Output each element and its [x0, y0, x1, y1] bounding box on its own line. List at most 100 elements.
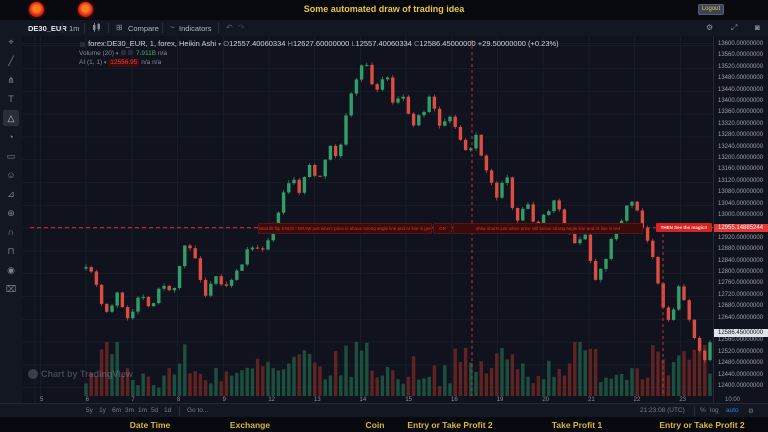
price-tick-label: 13320.00000000: [718, 120, 764, 127]
toolbar-separator: [108, 23, 109, 33]
annotation-segment-1[interactable]: Wait till flip ENDS ! DRAW just when: pr…: [258, 223, 432, 234]
price-tick-label: 13160.00000000: [718, 166, 764, 173]
text-tool-icon[interactable]: T: [8, 94, 14, 104]
time-tick-label: 7: [131, 397, 135, 403]
legend-collapse-icon[interactable]: [80, 41, 85, 47]
range-button-3m[interactable]: 3m: [125, 407, 135, 414]
ohlc-o-value: 12557.40060334: [229, 39, 286, 48]
price-tick-label: 12640.00000000: [718, 314, 764, 321]
range-button-5d[interactable]: 5d: [151, 407, 159, 414]
range-button-1m[interactable]: 1m: [138, 407, 148, 414]
axis-settings-gear-icon[interactable]: ⚙: [748, 408, 754, 415]
measure-tool-icon[interactable]: ⊿: [7, 189, 15, 199]
price-tick-label: 13000.00000000: [718, 212, 764, 218]
shapes-tool-icon[interactable]: ▭: [6, 151, 16, 161]
annotation-segment-4[interactable]: THEN See the magic!!: [656, 223, 712, 232]
pattern-tool-icon[interactable]: △: [3, 110, 19, 126]
footer-label-5: Take Profit 1: [551, 420, 603, 430]
time-tick-label: 15: [405, 397, 413, 403]
range-button-1d[interactable]: 1d: [164, 407, 172, 414]
toolbar-separator: [218, 23, 219, 33]
range-button-5y[interactable]: 5y: [86, 407, 93, 414]
trash-tool-icon[interactable]: ⌧: [5, 284, 17, 294]
zoom-tool-icon[interactable]: ⊕: [7, 208, 15, 218]
compare-icon: ⊞: [116, 23, 123, 32]
price-tick-label: 12920.00000000: [718, 234, 764, 241]
toolbar-separator: [84, 23, 85, 33]
auto-scale-button[interactable]: auto: [726, 407, 739, 414]
annotation-segment-3[interactable]: draw shorts just when price still below …: [453, 223, 643, 234]
tradingview-watermark: Chart by TradingView: [28, 369, 133, 379]
price-tick-label: 13440.00000000: [718, 86, 764, 93]
volume-label[interactable]: Volume (20): [79, 49, 115, 57]
emoji-tool-icon[interactable]: ☺: [6, 170, 16, 180]
top-app-bar: Some automated draw of trading idea Logo…: [0, 0, 768, 20]
annotation-segment-2[interactable]: OR: [433, 223, 452, 234]
ai-na-2: n/a: [152, 59, 162, 66]
range-button-1y[interactable]: 1y: [99, 407, 106, 414]
price-tick-label: 12480.00000000: [718, 360, 764, 367]
price-tick-label: 13360.00000000: [718, 109, 764, 116]
price-tick-label: 12720.00000000: [718, 291, 764, 298]
price-axis[interactable]: 13600.00000000 13560.00000000 13520.000000…: [713, 36, 768, 403]
volume-eye-icon[interactable]: [121, 50, 127, 56]
range-button-6m[interactable]: 6m: [112, 407, 122, 414]
price-tick-label: 12560.00000000: [718, 337, 764, 344]
price-tick-label: 13200.00000000: [718, 155, 764, 161]
ohlc-c-label: C: [413, 39, 420, 48]
toolbar-separator: [694, 406, 695, 416]
chevron-down-icon: ▾: [218, 42, 222, 48]
symbol-button[interactable]: DE30_EUR: [28, 24, 67, 33]
chevron-down-icon: ▾: [115, 50, 119, 57]
price-tick-label: 13280.00000000: [718, 132, 764, 139]
ohlc-l-label: L: [351, 39, 356, 48]
ai-label[interactable]: AI (1, 1): [79, 59, 103, 66]
price-tick-label: 13600.00000000: [718, 41, 764, 47]
crosshair-tool-icon[interactable]: ⌖: [8, 37, 14, 47]
magnet-tool-icon[interactable]: ∩: [7, 227, 15, 237]
log-scale-button[interactable]: log: [710, 407, 719, 414]
undo-icon[interactable]: ↶: [226, 23, 233, 32]
trendline-tool-icon[interactable]: ╱: [8, 56, 14, 66]
app-logo-icon-1[interactable]: [29, 2, 44, 17]
compare-button[interactable]: Compare: [128, 24, 159, 33]
app-logo-icon-2[interactable]: [78, 2, 93, 17]
chart-pane[interactable]: [22, 36, 713, 403]
chart-style-icon[interactable]: [92, 23, 101, 34]
time-tick-label: 9: [222, 397, 226, 403]
chevron-down-icon: ▾: [103, 60, 107, 66]
logout-button[interactable]: Logout: [698, 4, 724, 15]
percent-scale-button[interactable]: %: [700, 407, 706, 414]
legend-volume-row[interactable]: Volume (20) ▾ 7.911B n/a: [79, 50, 559, 58]
legend-series-title[interactable]: forex:DE30_EUR, 1, forex, Heikin Ashi: [88, 39, 217, 48]
eye-tool-icon[interactable]: ◉: [7, 265, 15, 275]
footer-label-4: Entry or Take Profit 2: [407, 420, 493, 430]
volume-settings-icon[interactable]: [128, 50, 134, 56]
indicators-button[interactable]: Indicators: [179, 24, 212, 33]
legend-ai-row[interactable]: AI (1, 1) ▾ 12556.95 n/a n/a: [79, 59, 559, 67]
toolbar-separator: [162, 23, 163, 33]
ohlc-o-label: O: [223, 39, 230, 48]
lock-tool-icon[interactable]: ⊓: [7, 246, 15, 256]
interval-button[interactable]: 1m: [69, 24, 80, 33]
time-tick-label: 20: [542, 397, 550, 403]
snapshot-camera-icon[interactable]: ◙: [755, 23, 760, 32]
time-axis[interactable]: 5 6 7 8 9 12 13 14 15 16 19 20 21 22 23 10:00: [22, 396, 740, 403]
forecast-tool-icon[interactable]: ◔: [8, 132, 14, 142]
clock-label[interactable]: 21:23:08 (UTC): [640, 407, 685, 414]
price-tick-label: 12840.00000000: [718, 257, 764, 264]
time-tick-label: 23: [679, 397, 687, 403]
redo-icon[interactable]: ↷: [238, 23, 245, 32]
ohlc-c-value: 12586.45000000: [419, 39, 476, 48]
legend-main-row[interactable]: forex:DE30_EUR, 1, forex, Heikin Ashi ▾ …: [79, 40, 559, 48]
goto-button[interactable]: Go to...: [187, 407, 209, 414]
bottom-toolbar: 21:23:08 (UTC) % log auto ⚙ 5y 1y 6m 3m 1m 5d…: [0, 403, 768, 418]
pitchfork-tool-icon[interactable]: ⋔: [7, 75, 15, 85]
last-price-label: 12586.45000000: [714, 328, 768, 337]
drawing-toolbar: ⌖ ╱ ⋔ T △ ◔ ▭ ☺ ⊿ ⊕ ∩ ⊓ ◉ ⌧: [0, 36, 23, 403]
fullscreen-icon[interactable]: ⤢: [731, 23, 738, 32]
time-tick-label: 12: [268, 397, 276, 403]
price-tick-label: 13560.00000000: [718, 52, 764, 59]
chart-settings-icon[interactable]: ⚙: [706, 23, 714, 32]
